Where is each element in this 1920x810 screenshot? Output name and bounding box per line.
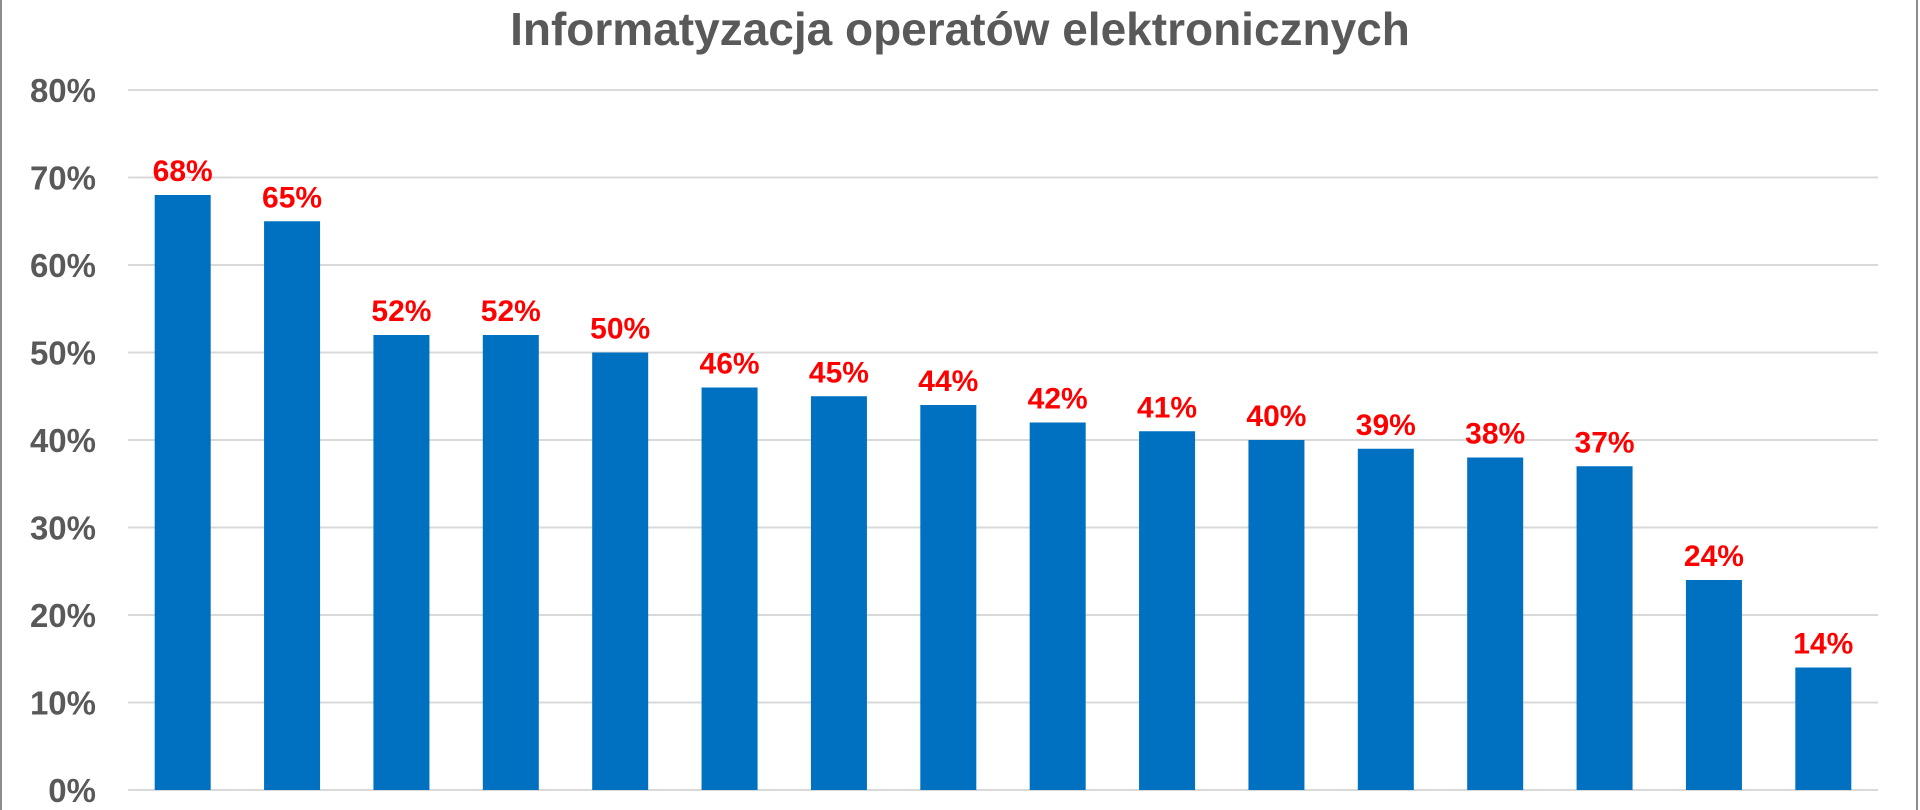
data-label: 37%	[1575, 426, 1635, 459]
data-label: 42%	[1028, 383, 1088, 416]
y-tick-label: 80%	[30, 72, 96, 109]
bar	[701, 387, 758, 790]
data-label: 46%	[700, 348, 760, 381]
bar	[1248, 440, 1305, 790]
bar	[1467, 457, 1524, 790]
y-tick-label: 40%	[30, 422, 96, 459]
data-label: 44%	[918, 365, 978, 398]
bar	[264, 221, 321, 790]
bars	[154, 195, 1852, 790]
data-label: 52%	[371, 295, 431, 328]
data-label: 65%	[262, 181, 322, 214]
y-axis-ticks: 0% 10% 20% 30% 40% 50% 60% 70% 80%	[30, 72, 96, 809]
data-label: 41%	[1137, 391, 1197, 424]
data-labels: 68% 65% 52% 52% 50% 46% 45% 44% 42% 41% 40% 39% 38% 3…	[153, 155, 1854, 661]
y-tick-label: 50%	[30, 335, 96, 372]
bar	[373, 335, 430, 790]
data-label: 45%	[809, 356, 869, 389]
bar	[1029, 422, 1086, 790]
bar	[920, 405, 977, 790]
data-label: 50%	[590, 313, 650, 346]
data-label: 24%	[1684, 540, 1744, 573]
bar	[1357, 448, 1414, 790]
y-tick-label: 60%	[30, 247, 96, 284]
data-label: 52%	[481, 295, 541, 328]
y-tick-label: 70%	[30, 160, 96, 197]
y-tick-label: 20%	[30, 597, 96, 634]
data-label: 40%	[1246, 400, 1306, 433]
y-tick-label: 0%	[48, 772, 96, 809]
data-label: 14%	[1793, 628, 1853, 661]
bar	[482, 335, 539, 790]
bar	[1576, 466, 1633, 790]
data-label: 39%	[1356, 409, 1416, 442]
y-tick-label: 10%	[30, 685, 96, 722]
y-tick-label: 30%	[30, 510, 96, 547]
bar	[1795, 667, 1852, 790]
chart-title: Informatyzacja operatów elektronicznych	[510, 3, 1410, 55]
bar	[1685, 580, 1742, 790]
bar	[1139, 431, 1196, 790]
bar	[154, 195, 211, 790]
bar	[810, 396, 867, 790]
bar	[592, 352, 649, 790]
data-label: 38%	[1465, 418, 1525, 451]
data-label: 68%	[153, 155, 213, 188]
